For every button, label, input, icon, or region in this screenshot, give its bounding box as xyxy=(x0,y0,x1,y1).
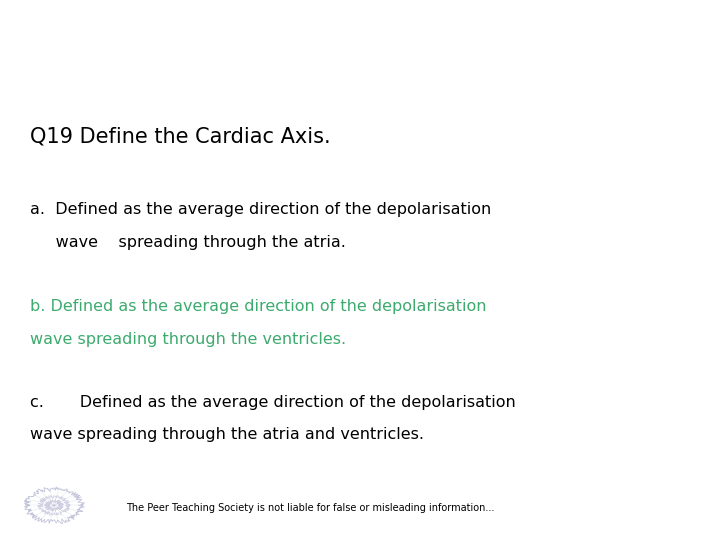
Text: Q19 Define the Cardiac Axis.: Q19 Define the Cardiac Axis. xyxy=(30,126,331,146)
Text: wave spreading through the ventricles.: wave spreading through the ventricles. xyxy=(30,332,346,347)
Text: CVS Physiology: CVS Physiology xyxy=(20,25,262,53)
Text: wave spreading through the atria and ventricles.: wave spreading through the atria and ven… xyxy=(30,427,424,442)
Text: c.       Defined as the average direction of the depolarisation: c. Defined as the average direction of t… xyxy=(30,395,516,410)
Text: wave    spreading through the atria.: wave spreading through the atria. xyxy=(30,235,346,249)
Text: The Peer Teaching Society is not liable for false or misleading information...: The Peer Teaching Society is not liable … xyxy=(126,503,495,512)
Text: b. Defined as the average direction of the depolarisation: b. Defined as the average direction of t… xyxy=(30,299,487,314)
Text: a.  Defined as the average direction of the depolarisation: a. Defined as the average direction of t… xyxy=(30,202,492,218)
